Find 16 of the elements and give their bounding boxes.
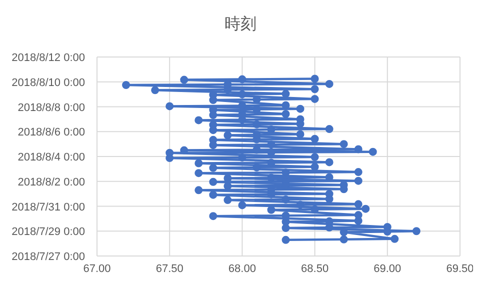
y-tick-label: 2018/8/12 0:00	[12, 52, 85, 64]
chart-title: 時刻	[224, 14, 258, 35]
y-tick-label: 2018/8/10 0:00	[12, 76, 85, 89]
y-tick-label: 2018/7/31 0:00	[12, 201, 85, 214]
x-tick-label: 68.00	[228, 262, 256, 275]
y-tick-label: 2018/7/29 0:00	[12, 226, 85, 238]
y-tick-label: 2018/8/2 0:00	[18, 176, 85, 188]
x-tick-label: 68.50	[301, 262, 329, 275]
y-tick-label: 2018/8/8 0:00	[18, 102, 85, 114]
x-tick-label: 69.50	[446, 262, 474, 275]
x-tick-label: 67.00	[83, 262, 111, 275]
y-tick-label: 2018/8/4 0:00	[18, 152, 85, 164]
x-tick-label: 69.00	[374, 262, 402, 275]
y-tick-label: 2018/8/6 0:00	[18, 126, 85, 139]
y-tick-label: 2018/7/27 0:00	[12, 251, 85, 263]
x-tick-label: 67.50	[156, 262, 184, 275]
